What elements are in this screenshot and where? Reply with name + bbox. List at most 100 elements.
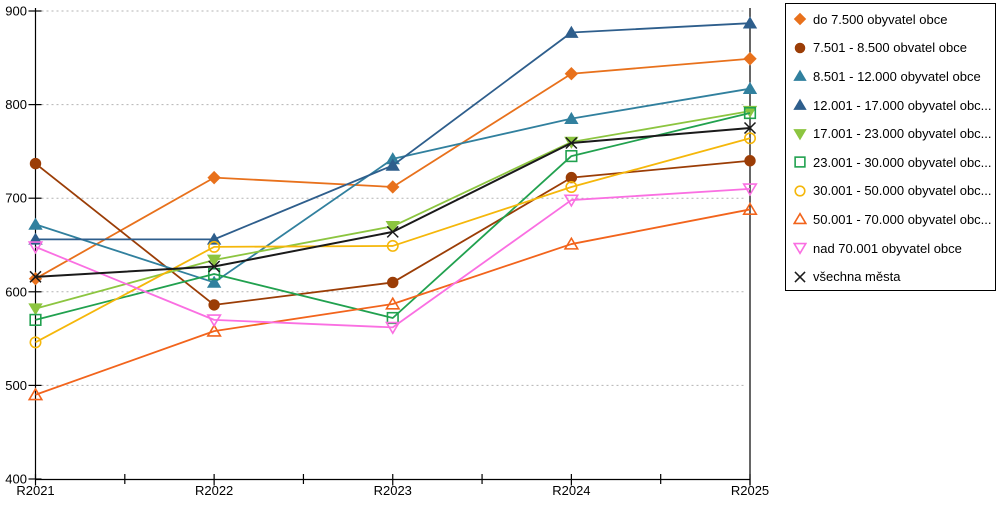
- legend-item: 8.501 - 12.000 obyvatel obce: [793, 62, 995, 91]
- legend-box: do 7.500 obyvatel obce 7.501 - 8.500 obva…: [785, 3, 996, 291]
- circle-marker-icon: [744, 155, 756, 167]
- y-tick-label: 500: [5, 378, 27, 393]
- legend-item: 12.001 - 17.000 obyvatel obc...: [793, 91, 995, 120]
- triangle-up-marker-icon: [206, 323, 222, 337]
- triangle-up-marker-icon: [563, 236, 580, 250]
- triangle-down-marker-icon: [385, 321, 401, 335]
- triangle-up-marker-icon: [28, 217, 43, 230]
- x-tick-label: R2021: [16, 483, 54, 498]
- square-marker-icon: [794, 156, 806, 168]
- series-line-5: [35, 112, 751, 321]
- legend-item: 7.501 - 8.500 obvatel obce: [793, 34, 995, 63]
- triangle-up-marker-icon: [742, 81, 758, 94]
- y-tick-label: 900: [5, 4, 27, 19]
- legend-item: 17.001 - 23.000 obyvatel obc...: [793, 119, 995, 148]
- series-line-9: [35, 127, 751, 278]
- diamond-marker-icon: [207, 170, 221, 185]
- y-tick-label: 600: [5, 284, 27, 299]
- circle-marker-icon: [208, 240, 221, 253]
- x-marker-icon: [208, 260, 221, 273]
- triangle-down-legend-icon: [793, 127, 807, 141]
- diamond-legend-icon: [793, 12, 807, 26]
- triangle-down-marker-icon: [793, 242, 808, 255]
- circle-marker-icon: [794, 42, 806, 54]
- x-marker-icon: [743, 121, 757, 135]
- circle-marker-icon: [565, 171, 578, 184]
- triangle-up-marker-icon: [564, 111, 579, 124]
- legend-label: 12.001 - 17.000 obyvatel obc...: [813, 97, 992, 113]
- legend-item: 50.001 - 70.000 obyvatel obc...: [793, 205, 995, 234]
- triangle-down-marker-icon: [742, 105, 758, 118]
- triangle-up-marker-icon: [793, 98, 807, 110]
- triangle-up-marker-icon: [27, 387, 44, 401]
- x-marker-icon: [565, 136, 578, 150]
- circle-marker-icon: [565, 180, 578, 193]
- triangle-up-marker-icon: [385, 296, 401, 310]
- square-marker-icon: [208, 267, 221, 281]
- legend-item: do 7.500 obyvatel obce: [793, 5, 995, 34]
- circle-marker-icon: [794, 185, 806, 197]
- triangle-up-marker-icon: [385, 158, 400, 171]
- triangle-up-legend-icon: [793, 98, 807, 112]
- legend-label: 7.501 - 8.500 obvatel obce: [813, 40, 967, 56]
- triangle-up-marker-icon: [793, 98, 807, 110]
- triangle-down-marker-icon: [28, 303, 43, 316]
- triangle-up-legend-icon: [793, 212, 808, 226]
- circle-marker-icon: [386, 239, 399, 252]
- triangle-up-marker-icon: [742, 16, 758, 29]
- circle-marker-icon: [743, 132, 756, 145]
- legend-item: všechna města: [793, 262, 995, 290]
- triangle-down-marker-icon: [385, 220, 400, 234]
- square-legend-icon: [793, 155, 807, 169]
- triangle-down-marker-icon: [27, 241, 44, 255]
- square-marker-icon: [29, 313, 42, 326]
- diamond-marker-icon: [793, 13, 807, 26]
- series-line-6: [35, 137, 751, 344]
- circle-marker-icon: [387, 276, 399, 289]
- legend-item: 30.001 - 50.000 obyvatel obc...: [793, 177, 995, 206]
- diamond-marker-icon: [564, 67, 579, 81]
- series-line-8: [35, 187, 751, 329]
- triangle-down-legend-icon: [793, 241, 808, 255]
- diamond-marker-icon: [28, 271, 43, 286]
- square-marker-icon: [565, 149, 578, 163]
- triangle-up-marker-icon: [793, 212, 808, 225]
- triangle-up-marker-icon: [206, 232, 222, 245]
- x-marker-icon: [794, 271, 806, 283]
- circle-marker-icon: [29, 157, 42, 170]
- x-legend-icon: [793, 270, 807, 284]
- triangle-up-marker-icon: [793, 212, 808, 225]
- circle-marker-icon: [794, 185, 806, 197]
- legend-label: všechna města: [813, 269, 901, 285]
- circle-marker-icon: [794, 42, 806, 54]
- diamond-marker-icon: [793, 13, 807, 26]
- circle-marker-icon: [208, 299, 220, 311]
- diamond-marker-icon: [743, 52, 757, 66]
- legend-label: 30.001 - 50.000 obyvatel obc...: [813, 183, 992, 199]
- triangle-down-marker-icon: [206, 254, 222, 267]
- legend-label: 17.001 - 23.000 obyvatel obc...: [813, 126, 992, 142]
- y-tick-label: 700: [5, 191, 27, 206]
- triangle-down-marker-icon: [793, 128, 807, 140]
- series-line-7: [35, 208, 751, 396]
- triangle-up-marker-icon: [742, 202, 758, 216]
- y-tick-label: 400: [5, 472, 27, 487]
- x-marker-icon: [29, 270, 42, 283]
- triangle-up-legend-icon: [793, 69, 807, 83]
- legend-item: nad 70.001 obyvatel obce: [793, 234, 995, 263]
- triangle-up-marker-icon: [206, 275, 222, 288]
- triangle-down-marker-icon: [563, 194, 580, 208]
- series-line-3: [35, 22, 751, 241]
- legend-label: 23.001 - 30.000 obyvatel obc...: [813, 154, 992, 170]
- x-tick-label: R2024: [552, 483, 590, 498]
- circle-legend-icon: [793, 41, 807, 55]
- triangle-down-marker-icon: [206, 314, 222, 328]
- triangle-down-marker-icon: [793, 242, 808, 255]
- x-tick-label: R2025: [731, 483, 769, 498]
- x-tick-label: R2023: [374, 483, 412, 498]
- triangle-down-marker-icon: [742, 183, 758, 197]
- x-marker-icon: [386, 225, 399, 238]
- x-marker-icon: [794, 271, 806, 283]
- legend-item: 23.001 - 30.000 obyvatel obc...: [793, 148, 995, 177]
